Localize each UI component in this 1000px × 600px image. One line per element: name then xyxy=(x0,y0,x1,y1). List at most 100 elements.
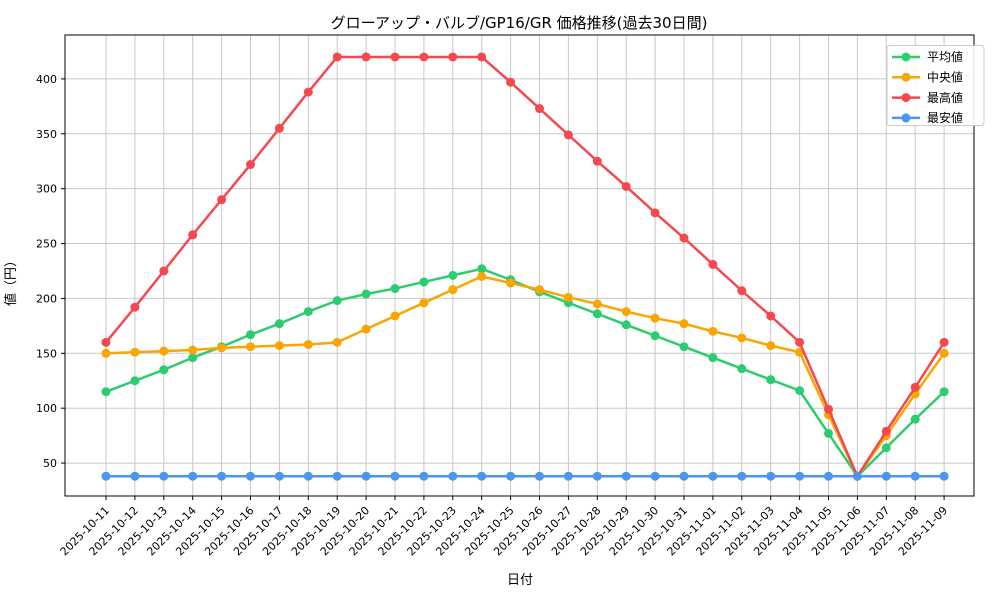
legend-item-average: 平均値 xyxy=(892,49,963,64)
data-point-max xyxy=(535,104,544,114)
data-point-min xyxy=(419,471,429,481)
data-point-min xyxy=(246,471,255,481)
data-point-median xyxy=(477,271,487,281)
data-point-median xyxy=(448,285,458,295)
data-point-median xyxy=(246,342,255,352)
data-point-max xyxy=(101,337,111,347)
data-point-max xyxy=(795,337,805,347)
data-point-min xyxy=(506,471,516,481)
legend-item-max: 最高値 xyxy=(892,90,963,105)
y-tick-label: 350 xyxy=(36,128,57,141)
series-max xyxy=(101,52,949,481)
data-point-median xyxy=(535,285,544,295)
legend-marker-dot xyxy=(901,93,911,103)
data-point-min xyxy=(274,471,284,481)
data-point-median xyxy=(188,345,198,355)
y-tick-label: 250 xyxy=(36,238,57,251)
data-point-median xyxy=(621,307,631,317)
legend-label: 最安値 xyxy=(927,110,963,125)
data-point-average xyxy=(477,264,487,274)
data-point-min xyxy=(910,471,920,481)
data-point-max xyxy=(650,208,660,218)
data-point-min xyxy=(852,471,862,481)
y-axis-label: 値（円） xyxy=(3,254,19,306)
data-point-min xyxy=(477,471,487,481)
data-point-average xyxy=(390,284,400,294)
x-axis-label: 日付 xyxy=(507,573,533,588)
data-point-max xyxy=(766,311,776,321)
legend-label: 平均値 xyxy=(927,49,963,64)
data-point-average xyxy=(332,296,342,306)
y-tick-label: 150 xyxy=(36,347,57,360)
data-point-min xyxy=(303,471,313,481)
data-point-max xyxy=(737,286,747,296)
data-point-average xyxy=(621,320,631,330)
data-point-median xyxy=(766,341,776,351)
data-point-max xyxy=(188,230,198,240)
data-point-min xyxy=(679,471,689,481)
data-point-max xyxy=(130,302,140,312)
data-point-average xyxy=(795,386,805,396)
data-point-median xyxy=(101,348,111,358)
data-point-median xyxy=(563,292,573,302)
data-point-max xyxy=(592,156,602,166)
data-point-average xyxy=(246,330,255,340)
plot-border xyxy=(64,34,975,497)
data-point-average xyxy=(708,353,718,363)
data-point-max xyxy=(621,181,631,191)
data-point-average xyxy=(766,375,776,385)
data-point-average xyxy=(303,307,313,317)
y-tick-label: 200 xyxy=(36,292,57,305)
data-point-median xyxy=(506,278,516,288)
y-tick-label: 100 xyxy=(36,402,57,415)
data-point-min xyxy=(332,471,342,481)
series-min xyxy=(101,471,949,481)
series-median xyxy=(101,271,949,481)
series-line-max xyxy=(104,55,946,478)
chart-title: グローアップ・バルブ/GP16/GR 価格推移(過去30日間) xyxy=(331,14,708,32)
data-point-average xyxy=(274,319,284,329)
legend-label: 最高値 xyxy=(927,90,963,105)
legend-marker-dot xyxy=(901,52,911,62)
data-point-min xyxy=(188,471,198,481)
data-point-max xyxy=(274,123,284,133)
data-series xyxy=(101,52,949,481)
data-point-average xyxy=(188,353,198,363)
y-tick-label: 400 xyxy=(36,73,57,86)
data-point-min xyxy=(939,471,949,481)
data-point-min xyxy=(535,471,544,481)
data-point-median xyxy=(159,346,169,356)
data-point-min xyxy=(361,471,371,481)
legend-box xyxy=(886,45,985,126)
data-point-median xyxy=(390,311,400,321)
data-point-average xyxy=(159,365,169,375)
series-line-average xyxy=(104,267,946,478)
data-point-min xyxy=(130,471,140,481)
data-point-median xyxy=(303,340,313,350)
data-point-median xyxy=(650,313,660,323)
data-point-min xyxy=(824,471,833,481)
data-point-median xyxy=(332,337,342,347)
y-tick-label: 50 xyxy=(43,457,57,470)
data-point-min xyxy=(737,471,747,481)
data-point-min xyxy=(881,471,891,481)
data-point-max xyxy=(563,130,573,140)
data-point-average xyxy=(737,364,747,374)
data-point-median xyxy=(361,324,371,334)
data-point-min xyxy=(708,471,718,481)
data-point-max xyxy=(881,426,891,436)
data-point-min xyxy=(621,471,631,481)
data-point-max xyxy=(708,259,718,269)
data-point-average xyxy=(679,342,689,352)
series-average xyxy=(101,264,949,481)
data-point-max xyxy=(361,52,371,62)
data-point-average xyxy=(939,387,949,397)
data-point-min xyxy=(390,471,400,481)
legend-marker-dot xyxy=(901,72,911,82)
data-point-median xyxy=(217,343,227,353)
data-point-median xyxy=(708,326,718,336)
legend-item-min: 最安値 xyxy=(892,110,963,125)
data-point-median xyxy=(679,319,689,329)
